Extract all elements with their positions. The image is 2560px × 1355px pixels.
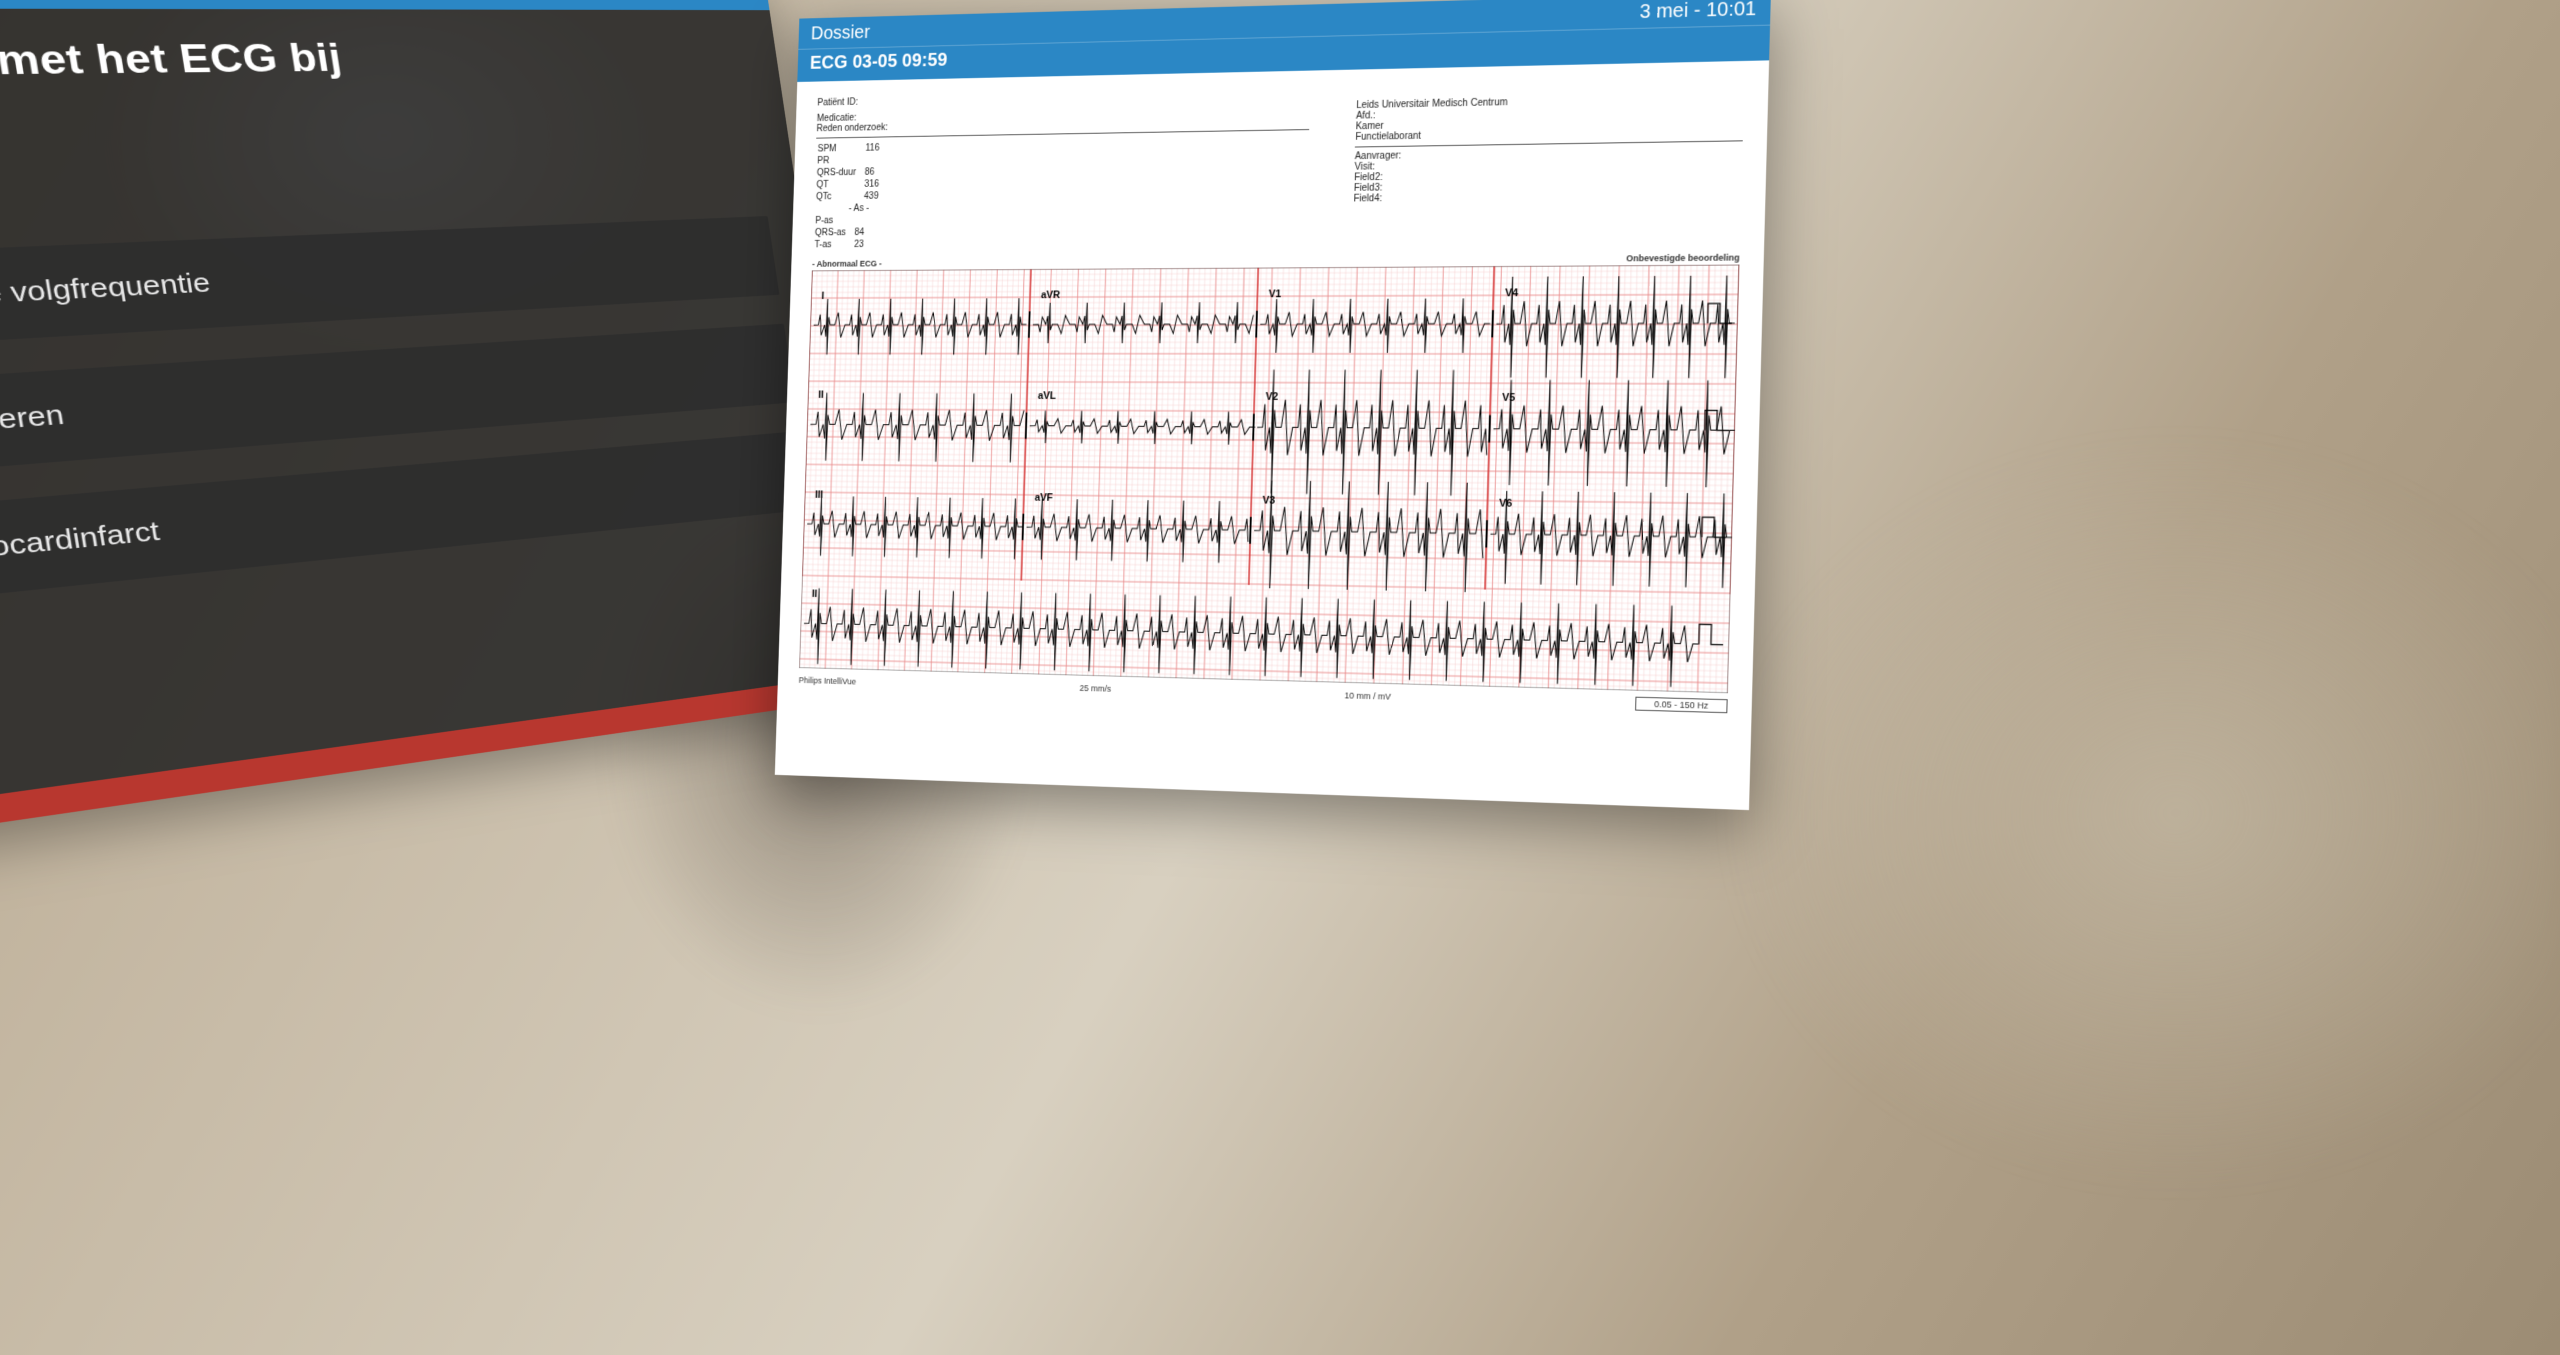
dossier-timestamp: 3 mei - 10:01 xyxy=(1639,0,1756,24)
ecg-filter: 0.05 - 150 Hz xyxy=(1635,697,1728,714)
ecg-lead-label: V4 xyxy=(1505,287,1518,299)
ecg-lead-label: II xyxy=(818,390,824,401)
axes-table: P-as QRS-as84 T-as23 xyxy=(813,214,874,252)
ecg-review-label: Onbevestigde beoordeling xyxy=(1626,253,1740,264)
ecg-lead-label: V1 xyxy=(1268,288,1281,300)
ecg-chart: IaVR V1 V4 II aVL V2 V5 III aVF V3 V6 II xyxy=(799,265,1739,694)
ecg-lead-label: V2 xyxy=(1265,391,1278,403)
ecg-meta: Patiënt ID: Medicatie: Reden onderzoek: … xyxy=(813,79,1745,252)
ecg-device: Philips IntelliVue xyxy=(799,675,857,686)
ecg-lead-label: V6 xyxy=(1499,497,1512,509)
scene-root: en vergelijken met het ECG bij name? e b… xyxy=(0,0,2560,1355)
ecg-lead-label: III xyxy=(815,489,823,500)
question-panel: en vergelijken met het ECG bij name? e b… xyxy=(0,0,872,864)
ecg-abnormal-label: - Abnormaal ECG - xyxy=(812,259,882,269)
dossier-panel: Dossier 3 mei - 10:01 ECG 03-05 09:59 Pa… xyxy=(775,0,1771,810)
ecg-speed: 25 mm/s xyxy=(1080,683,1112,693)
ecg-lead-label: aVL xyxy=(1038,390,1057,401)
ecg-lead-label: I xyxy=(821,290,824,301)
ecg-gain: 10 mm / mV xyxy=(1344,691,1391,702)
answers-list: brilleren met snelle volgfrequentie van … xyxy=(0,215,843,627)
dossier-title: Dossier xyxy=(811,22,871,45)
ecg-report-body: Patiënt ID: Medicatie: Reden onderzoek: … xyxy=(777,60,1769,730)
ecg-lead-label: aVR xyxy=(1041,289,1061,300)
answer-option[interactable]: n een acuut myocardinfarct xyxy=(0,431,812,622)
ecg-lead-label: V3 xyxy=(1262,494,1275,506)
question-bottom-bar xyxy=(0,673,872,864)
ecg-lead-label: aVF xyxy=(1034,492,1053,504)
vitals-table: SPM116 PR QRS-duur86 QT316 QTc439 xyxy=(814,141,889,204)
ecg-lead-label: V5 xyxy=(1502,392,1515,404)
question-title-line1: en vergelijken met het ECG bij xyxy=(0,37,345,88)
axis-heading: - As - xyxy=(814,198,1307,214)
ecg-lead-label: II xyxy=(812,589,818,600)
